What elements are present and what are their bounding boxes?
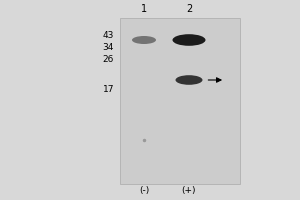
Text: 2: 2 — [186, 4, 192, 14]
Ellipse shape — [132, 36, 156, 44]
Text: 43: 43 — [103, 31, 114, 40]
Ellipse shape — [172, 34, 206, 46]
Text: 1: 1 — [141, 4, 147, 14]
Text: 17: 17 — [103, 85, 114, 94]
Text: 34: 34 — [103, 44, 114, 52]
Text: (+): (+) — [182, 186, 196, 194]
Text: 26: 26 — [103, 55, 114, 64]
FancyBboxPatch shape — [120, 18, 240, 184]
Ellipse shape — [176, 75, 203, 85]
Text: (-): (-) — [139, 186, 149, 194]
